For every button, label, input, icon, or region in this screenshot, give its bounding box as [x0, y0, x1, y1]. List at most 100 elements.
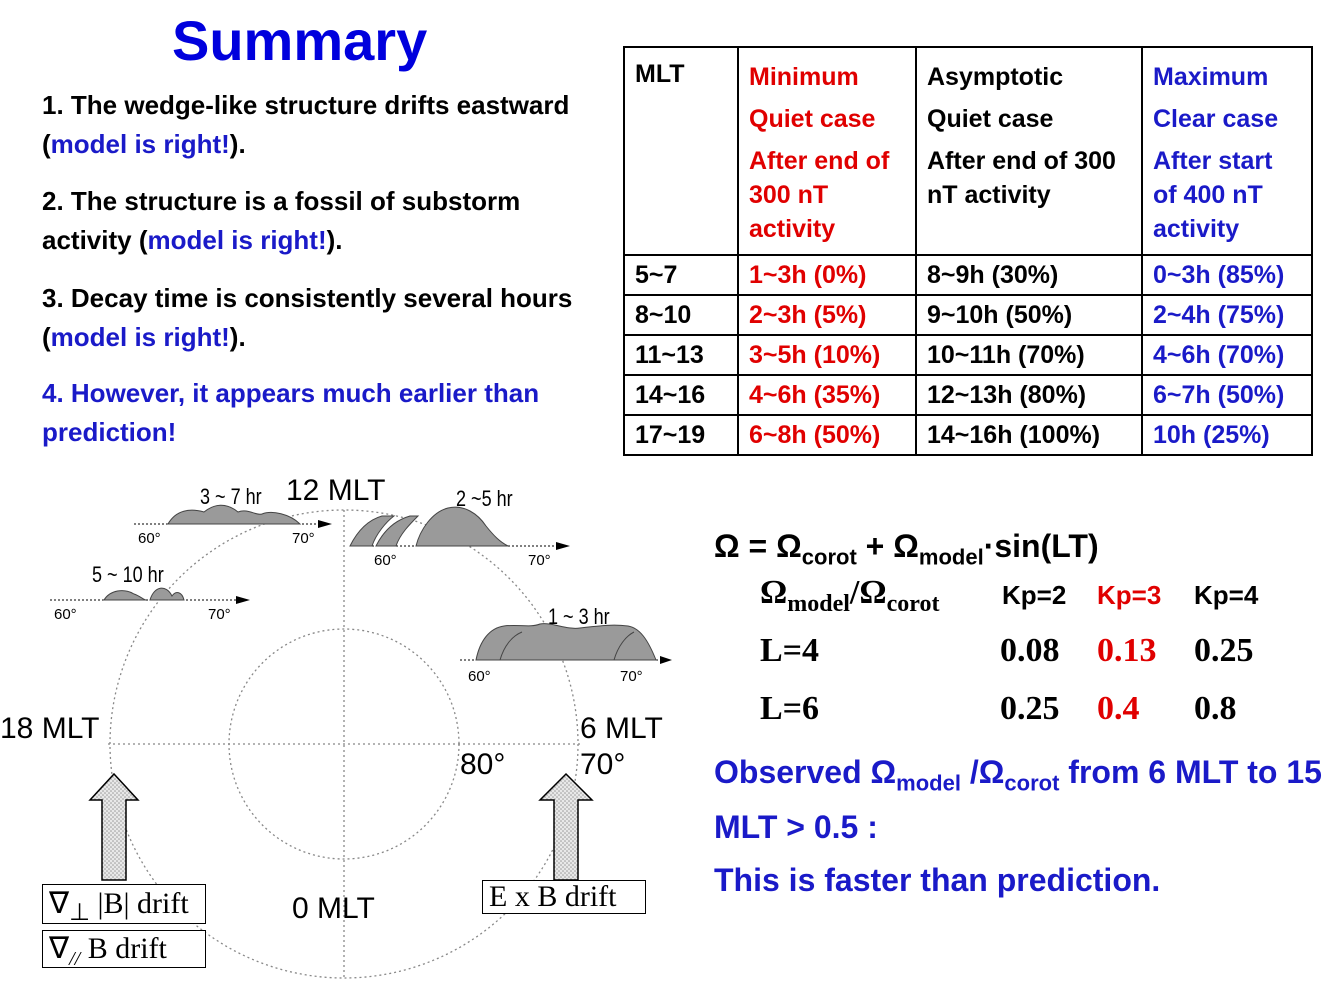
table-row: 5~7 1~3h (0%) 8~9h (30%) 0~3h (85%): [623, 254, 1313, 296]
l6-kp4: 0.8: [1194, 690, 1237, 727]
table-row: 17~19 6~8h (50%) 14~16h (100%) 10h (25%): [623, 414, 1313, 456]
exb-drift-box: E x B drift: [482, 880, 646, 914]
observed-pre: Observed Ω: [714, 754, 897, 790]
curvature-drift-box: ∇// B drift: [42, 930, 206, 970]
formula-plus: +: [856, 528, 894, 564]
cell-minimum: 2~3h (5%): [737, 294, 917, 336]
duration-label: 2 ~5 hr: [456, 486, 513, 511]
cell-maximum: 10h (25%): [1141, 414, 1313, 456]
formula-omega-model: Ω: [893, 528, 919, 564]
formula-omega-corot: Ω: [776, 528, 802, 564]
header-asymptotic: Asymptotic Quiet case After end of 300 n…: [915, 46, 1143, 256]
wedge-shape: [349, 515, 396, 547]
header-maximum-label: Maximum: [1153, 63, 1269, 91]
point-1: 1. The wedge-like structure drifts eastw…: [42, 86, 602, 164]
header-minimum: Minimum Quiet case After end of 300 nT a…: [737, 46, 917, 256]
wedge-shape: [375, 515, 420, 547]
wedge-outline: [499, 631, 523, 661]
header-minimum-desc: After end of 300 nT activity: [749, 147, 890, 243]
header-maximum-case: Clear case: [1153, 105, 1279, 133]
observed-sub-corot: corot: [1004, 770, 1060, 796]
label-12-mlt: 12 MLT: [286, 474, 386, 507]
keogram-arrowhead: [236, 596, 250, 604]
l4-kp3: 0.13: [1097, 632, 1157, 669]
duration-label: 3 ~ 7 hr: [200, 484, 262, 509]
tick-60: 60°: [138, 530, 161, 547]
nabla-symbol: ∇: [49, 932, 70, 965]
cell-maximum: 0~3h (85%): [1141, 254, 1313, 296]
wedge-shape: [149, 587, 185, 601]
observed-sub-model: model: [896, 770, 961, 796]
ratio-sub-corot: corot: [886, 590, 940, 617]
tick-60: 60°: [54, 606, 77, 623]
point-2: 2. The structure is a fossil of substorm…: [42, 182, 602, 260]
header-asymptotic-case: Quiet case: [927, 105, 1054, 133]
wedge-shape: [415, 506, 509, 547]
cell-maximum: 4~6h (70%): [1141, 334, 1313, 376]
duration-label: 1 ~ 3 hr: [548, 604, 610, 629]
formula-equals: =: [739, 528, 777, 564]
table-row: 14~16 4~6h (35%) 12~13h (80%) 6~7h (50%): [623, 374, 1313, 416]
kp-3-label: Kp=3: [1097, 580, 1162, 610]
ratio-omega-2: Ω: [859, 574, 887, 611]
decay-time-table: MLT Minimum Quiet case After end of 300 …: [623, 46, 1313, 456]
label-0-mlt: 0 MLT: [292, 892, 375, 925]
point-4: 4. However, it appears much earlier than…: [42, 378, 540, 447]
cell-minimum: 1~3h (0%): [737, 254, 917, 296]
wedge-shape: [103, 590, 147, 601]
header-maximum-desc: After start of 400 nT activity: [1153, 147, 1273, 243]
ratio-slash: /: [849, 574, 860, 611]
observed-text: Observed Ωmodel /Ωcorot from 6 MLT to 15…: [714, 750, 1334, 849]
ratio-sub-model: model: [787, 590, 850, 617]
table-header-row: MLT Minimum Quiet case After end of 300 …: [623, 46, 1313, 256]
cell-minimum: 4~6h (35%): [737, 374, 917, 416]
l6-label: L=6: [760, 690, 820, 727]
keogram-arrowhead: [660, 656, 672, 664]
tick-70: 70°: [528, 552, 551, 569]
point-1-model: model is right!: [50, 129, 230, 159]
point-3-suffix: ).: [229, 322, 246, 352]
point-3-model: model is right!: [50, 322, 230, 352]
point-2-model: model is right!: [147, 225, 327, 255]
table-row: 8~10 2~3h (5%) 9~10h (50%) 2~4h (75%): [623, 294, 1313, 336]
conclusion-text: This is faster than prediction.: [714, 862, 1161, 898]
label-6-mlt: 6 MLT: [580, 712, 663, 745]
l6-kp2: 0.25: [1000, 690, 1060, 727]
kp-4-label: Kp=4: [1194, 580, 1259, 610]
formula-sub-model: model: [918, 544, 984, 570]
parallel-symbol: //: [69, 948, 81, 970]
nabla-symbol: ∇: [49, 887, 70, 920]
omega-formula: Ω = Ωcorot + Ωmodel·sin(LT): [714, 528, 1099, 570]
observed-post: from 6 MLT to 15 MLT > 0.5 :: [714, 754, 1322, 846]
header-minimum-label: Minimum: [749, 63, 859, 91]
tick-70: 70°: [292, 530, 315, 547]
ratio-header: Ωmodel/Ωcorot: [760, 574, 939, 618]
header-asymptotic-desc: After end of 300 nT activity: [927, 147, 1116, 209]
label-80-deg: 80°: [460, 748, 506, 781]
tick-70: 70°: [620, 668, 643, 685]
cell-minimum: 6~8h (50%): [737, 414, 917, 456]
header-asymptotic-label: Asymptotic: [927, 63, 1064, 91]
gradient-drift-text: |B| drift: [89, 887, 189, 920]
observed-mid: /Ω: [960, 754, 1005, 790]
table-row: 11~13 3~5h (10%) 10~11h (70%) 4~6h (70%): [623, 334, 1313, 376]
cell-asymptotic: 14~16h (100%): [915, 414, 1143, 456]
keogram-arrowhead: [556, 542, 570, 550]
cell-mlt: 11~13: [623, 334, 739, 376]
drift-up-arrow-right: [538, 772, 594, 881]
tick-70: 70°: [208, 606, 231, 623]
cell-minimum: 3~5h (10%): [737, 334, 917, 376]
cell-mlt: 8~10: [623, 294, 739, 336]
formula-omega: Ω: [714, 528, 740, 564]
cell-maximum: 2~4h (75%): [1141, 294, 1313, 336]
gradient-b-drift-box: ∇⊥ |B| drift: [42, 884, 206, 926]
label-70-deg: 70°: [580, 748, 626, 781]
perp-symbol: ⊥: [69, 900, 90, 926]
header-maximum: Maximum Clear case After start of 400 nT…: [1141, 46, 1313, 256]
curvature-drift-text: B drift: [80, 932, 167, 965]
header-mlt: MLT: [623, 46, 739, 256]
tick-60: 60°: [374, 552, 397, 569]
header-minimum-case: Quiet case: [749, 105, 876, 133]
cell-maximum: 6~7h (50%): [1141, 374, 1313, 416]
